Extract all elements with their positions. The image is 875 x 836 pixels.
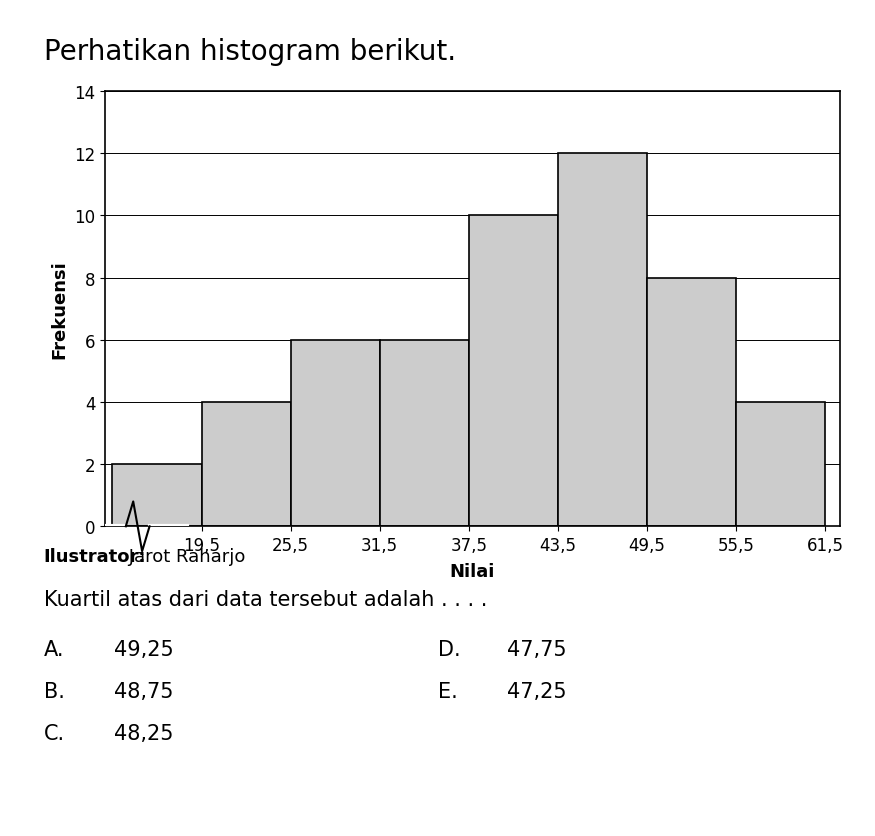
Bar [380,340,469,527]
Text: D.: D. [438,640,460,660]
Text: A.: A. [44,640,64,660]
Text: Ilustrator:: Ilustrator: [44,548,146,566]
Text: E.: E. [438,681,458,701]
Text: C.: C. [44,723,65,743]
Text: Perhatikan histogram berikut.: Perhatikan histogram berikut. [44,38,456,65]
Bar [290,340,380,527]
Text: 48,75: 48,75 [114,681,173,701]
X-axis label: Nilai: Nilai [450,563,495,581]
Text: Jarot Raharjo: Jarot Raharjo [123,548,245,566]
Text: 48,25: 48,25 [114,723,173,743]
Bar [469,217,558,527]
Text: 47,75: 47,75 [507,640,567,660]
Text: 49,25: 49,25 [114,640,173,660]
Bar [647,278,736,527]
Bar [201,402,290,527]
Text: B.: B. [44,681,65,701]
Bar [112,465,201,527]
Bar [558,154,647,527]
Text: Kuartil atas dari data tersebut adalah . . . .: Kuartil atas dari data tersebut adalah .… [44,589,487,609]
Bar [736,402,825,527]
Text: 47,25: 47,25 [507,681,567,701]
Y-axis label: Frekuensi: Frekuensi [51,260,68,359]
